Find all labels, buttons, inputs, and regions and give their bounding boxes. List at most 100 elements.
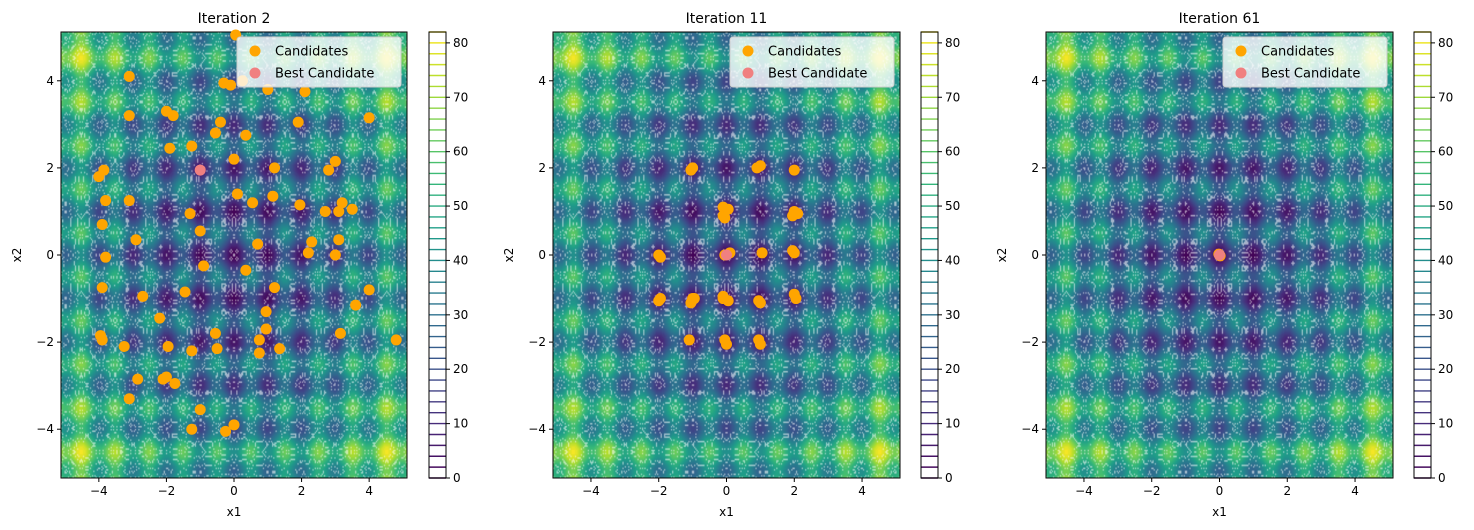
candidate-point — [329, 155, 341, 167]
candidate-point — [299, 86, 311, 98]
candidate-point — [792, 208, 804, 220]
best-candidate-point — [721, 249, 732, 261]
best-candidate-series — [1214, 249, 1225, 261]
legend-best-marker — [249, 67, 261, 79]
candidate-point — [788, 247, 800, 259]
candidate-point — [333, 205, 345, 217]
candidate-point — [654, 251, 666, 263]
y-tick-label: −2 — [36, 335, 54, 349]
candidate-point — [329, 249, 341, 261]
colorbar-tick-label: 20 — [1438, 362, 1453, 376]
candidates-series — [93, 29, 402, 437]
candidate-point — [788, 288, 800, 300]
x-tick-label: 4 — [858, 484, 866, 498]
candidate-point — [184, 208, 196, 220]
legend: Candidates Best Candidate — [236, 36, 402, 88]
candidate-point — [164, 142, 176, 154]
colorbar-tick-label: 80 — [453, 36, 468, 50]
best-candidate-series — [194, 164, 206, 176]
colorbar-tick-label: 40 — [453, 253, 468, 267]
candidate-point — [194, 225, 206, 237]
candidate-point — [157, 373, 169, 385]
candidate-point — [687, 162, 699, 174]
candidate-point — [319, 205, 331, 217]
x-tick-label: −2 — [158, 484, 176, 498]
colorbar-tick-label: 30 — [453, 308, 468, 322]
candidate-point — [154, 312, 166, 324]
candidate-point — [214, 116, 226, 128]
chart-title: Iteration 11 — [686, 11, 768, 27]
colorbar-tick-label: 30 — [945, 308, 960, 322]
best-candidate-series — [721, 249, 732, 261]
candidate-point — [211, 343, 223, 355]
legend-candidates-label: Candidates — [275, 45, 348, 60]
candidate-point — [754, 297, 766, 309]
candidate-point — [169, 377, 181, 389]
colorbar: 0 10 20 30 40 50 60 70 80 — [1413, 31, 1453, 485]
colorbar-frame — [1413, 31, 1432, 479]
y-tick-label: 2 — [538, 161, 546, 175]
candidate-point — [683, 334, 695, 346]
colorbar-tick-label: 70 — [453, 90, 468, 104]
candidate-point — [253, 347, 265, 359]
candidate-point — [294, 199, 306, 211]
candidate-point — [756, 247, 768, 259]
colorbar-tick-label: 40 — [945, 253, 960, 267]
x-tick-label: 4 — [365, 484, 373, 498]
candidate-point — [788, 164, 800, 176]
candidate-point — [228, 419, 240, 431]
colorbar-tick-label: 10 — [453, 417, 468, 431]
colorbar-tick-label: 20 — [945, 362, 960, 376]
candidate-point — [137, 290, 149, 302]
candidate-point — [130, 234, 142, 246]
colorbar-tick-label: 40 — [1438, 253, 1453, 267]
colorbar-tick-label: 70 — [1438, 90, 1453, 104]
candidate-point — [225, 79, 237, 91]
candidate-point — [186, 345, 198, 357]
best-candidate-point — [1214, 249, 1225, 261]
y-tick-label: 0 — [1031, 248, 1039, 262]
colorbar-tick-label: 50 — [945, 199, 960, 213]
candidate-point — [96, 334, 108, 346]
x-tick-label: 0 — [230, 484, 238, 498]
candidate-point — [302, 247, 314, 259]
x-tick-label: −4 — [582, 484, 600, 498]
candidate-point — [96, 282, 108, 294]
legend-best-label: Best Candidate — [1261, 67, 1360, 82]
y-tick-label: 2 — [46, 161, 54, 175]
candidate-point — [346, 203, 358, 215]
candidate-point — [722, 203, 734, 215]
x-tick-label: 0 — [1216, 484, 1224, 498]
legend-candidates-marker — [742, 45, 754, 57]
candidate-point — [167, 110, 179, 122]
best-candidate-point — [194, 164, 206, 176]
candidate-point — [123, 195, 135, 207]
legend-best-marker — [742, 67, 754, 79]
candidate-point — [306, 236, 318, 248]
candidate-point — [274, 343, 286, 355]
x-axis-label: x1 — [227, 505, 242, 519]
candidate-point — [123, 70, 135, 82]
legend: Candidates Best Candidate — [1222, 36, 1388, 88]
candidate-point — [269, 162, 281, 174]
colorbar-frame — [920, 31, 939, 479]
candidate-point — [162, 340, 174, 352]
colorbar: 0 10 20 30 40 50 60 70 80 — [428, 31, 468, 485]
candidate-point — [240, 129, 252, 141]
colorbar-tick-label: 60 — [453, 145, 468, 159]
colorbar-tick-label: 80 — [1438, 36, 1453, 50]
candidate-point — [123, 110, 135, 122]
legend-best-label: Best Candidate — [275, 67, 374, 82]
x-tick-label: 2 — [790, 484, 798, 498]
x-axis-label: x1 — [719, 505, 734, 519]
x-tick-label: −4 — [1075, 484, 1093, 498]
candidate-point — [132, 373, 144, 385]
candidate-point — [118, 340, 130, 352]
legend-best-label: Best Candidate — [768, 67, 867, 82]
candidate-point — [363, 112, 375, 124]
y-tick-label: 4 — [538, 74, 546, 88]
legend-candidates-marker — [249, 45, 261, 57]
candidate-point — [688, 293, 700, 305]
candidate-point — [179, 286, 191, 298]
candidate-point — [220, 425, 232, 437]
